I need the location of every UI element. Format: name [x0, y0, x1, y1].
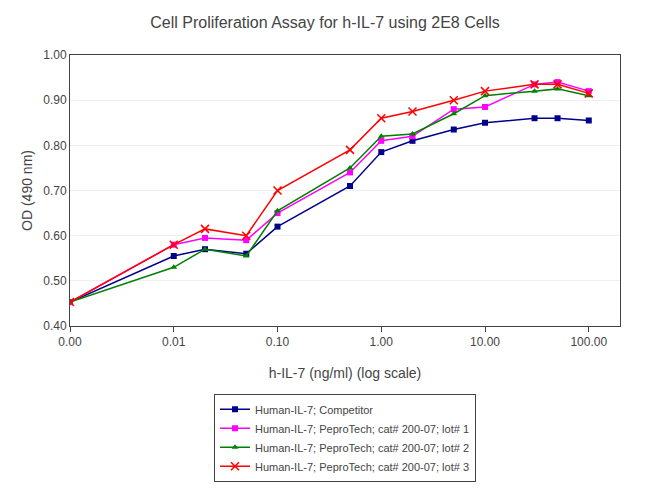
- svg-text:Human-IL-7; Competitor: Human-IL-7; Competitor: [255, 404, 373, 416]
- svg-text:0.90: 0.90: [43, 93, 67, 107]
- svg-text:Human-IL-7; PeproTech; cat# 20: Human-IL-7; PeproTech; cat# 200-07; lot#…: [255, 423, 469, 435]
- svg-text:OD (490 nm): OD (490 nm): [19, 150, 35, 231]
- svg-text:Human-IL-7; PeproTech; cat# 20: Human-IL-7; PeproTech; cat# 200-07; lot#…: [255, 461, 469, 473]
- svg-text:Cell Proliferation Assay for h: Cell Proliferation Assay for h-IL-7 usin…: [150, 14, 500, 31]
- svg-text:10.00: 10.00: [470, 335, 500, 349]
- svg-text:0.01: 0.01: [162, 335, 186, 349]
- svg-text:1.00: 1.00: [43, 48, 67, 62]
- svg-text:0.70: 0.70: [43, 184, 67, 198]
- svg-text:0.10: 0.10: [266, 335, 290, 349]
- svg-text:Human-IL-7; PeproTech; cat# 20: Human-IL-7; PeproTech; cat# 200-07; lot#…: [255, 442, 469, 454]
- svg-text:0.50: 0.50: [43, 274, 67, 288]
- svg-text:0.80: 0.80: [43, 139, 67, 153]
- svg-text:h-IL-7 (ng/ml) (log scale): h-IL-7 (ng/ml) (log scale): [269, 365, 422, 381]
- svg-text:0.60: 0.60: [43, 229, 67, 243]
- svg-text:1.00: 1.00: [370, 335, 394, 349]
- svg-text:0.40: 0.40: [43, 319, 67, 333]
- svg-text:100.00: 100.00: [570, 335, 607, 349]
- svg-text:0.00: 0.00: [58, 335, 82, 349]
